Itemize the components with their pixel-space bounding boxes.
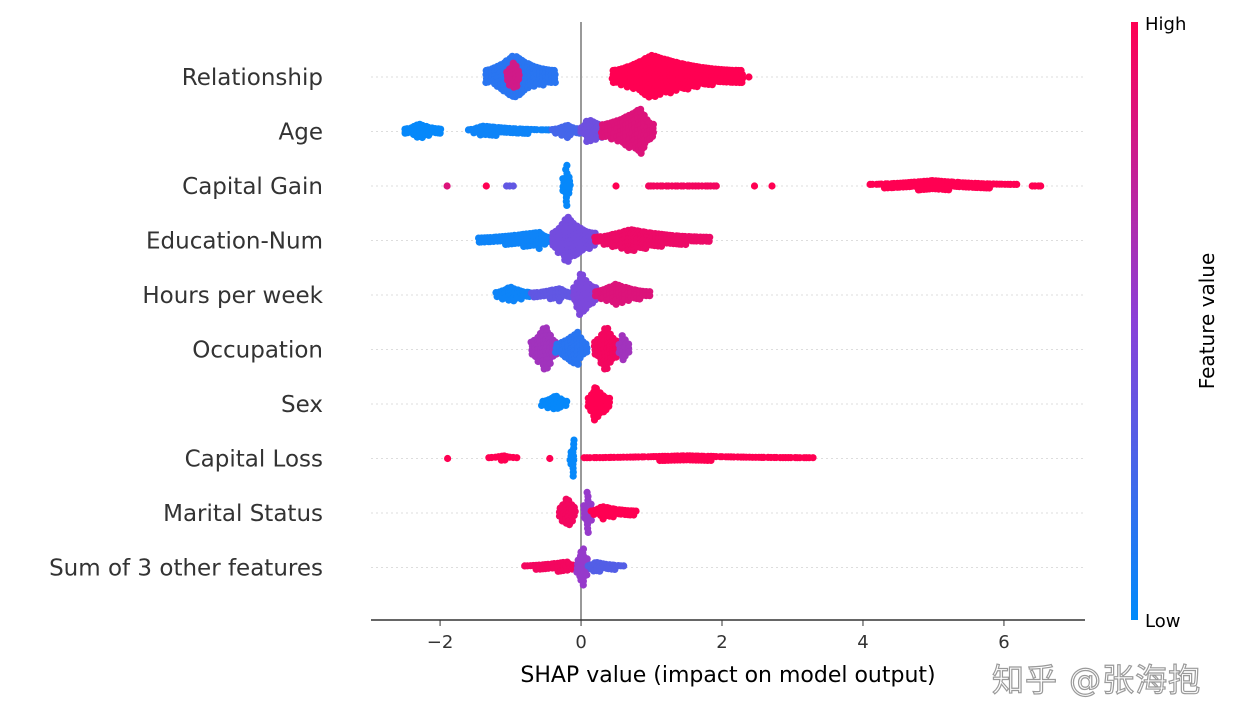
data-point [705,237,713,245]
x-tick-label: 2 [716,632,727,653]
feature-label: Marital Status [163,501,323,527]
data-point [436,129,444,137]
x-tick-label: −2 [427,632,454,653]
data-point [562,401,570,409]
data-point [444,454,452,463]
x-axis-label: SHAP value (impact on model output) [520,663,935,688]
feature-label: Occupation [192,338,323,364]
colorbar-low-label: Low [1145,611,1180,632]
feature-label: Relationship [182,65,323,91]
data-point [637,149,645,157]
feature-row-age [401,105,658,157]
feature-row-capital-loss [444,436,817,480]
x-tick-label: 0 [575,632,586,653]
feature-row-relationship [482,51,753,101]
colorbar [1131,22,1138,620]
data-point [640,143,648,151]
data-point [535,244,543,253]
data-point [443,182,451,190]
colorbar-label: Feature value [1195,253,1219,390]
data-point [750,182,759,190]
x-tick-label: 4 [857,632,868,653]
data-point [574,360,582,368]
feature-row-sex [538,384,614,424]
feature-row-occupation [527,324,633,373]
data-point [1037,182,1045,190]
feature-label: Sex [281,392,323,418]
data-point [568,517,577,525]
data-point [579,581,587,589]
feature-label: Capital Loss [185,447,323,473]
data-point [583,571,591,579]
data-point [583,348,591,356]
data-point [513,82,521,90]
data-point [513,454,521,462]
data-point [605,402,613,410]
data-point [569,472,577,480]
data-point [646,292,654,300]
feature-label: Hours per week [142,283,323,309]
data-point [625,348,633,356]
data-point [603,364,611,373]
data-point [565,189,573,197]
data-point [632,507,640,515]
feature-label: Sum of 3 other features [49,556,323,582]
data-point [482,182,490,190]
data-point [546,359,554,367]
data-point [712,182,720,190]
feature-row-sum-of-3-other-features [521,545,628,589]
data-point [1013,180,1021,188]
data-point [546,454,554,463]
feature-row-hours-per-week [492,270,654,318]
data-point [563,201,571,209]
data-point [809,454,817,462]
x-tick-label: 6 [998,632,1009,653]
data-point [587,516,595,524]
colorbar-high-label: High [1145,14,1186,35]
data-point [648,132,657,140]
data-point [584,528,592,537]
data-point [515,75,523,83]
data-point [738,78,746,87]
feature-row-education-num [475,213,714,265]
watermark: 知乎 @张海抱 [991,661,1202,699]
data-point [745,73,753,81]
data-point [551,78,559,87]
feature-label: Capital Gain [182,174,323,200]
feature-label: Education-Num [146,229,323,255]
feature-label: Age [279,120,323,146]
feature-row-capital-gain [443,161,1045,209]
data-point [570,511,578,519]
data-point [509,182,517,190]
data-point [768,182,776,190]
data-point [620,562,628,570]
feature-row-marital-status [555,488,640,537]
data-point [612,182,620,190]
